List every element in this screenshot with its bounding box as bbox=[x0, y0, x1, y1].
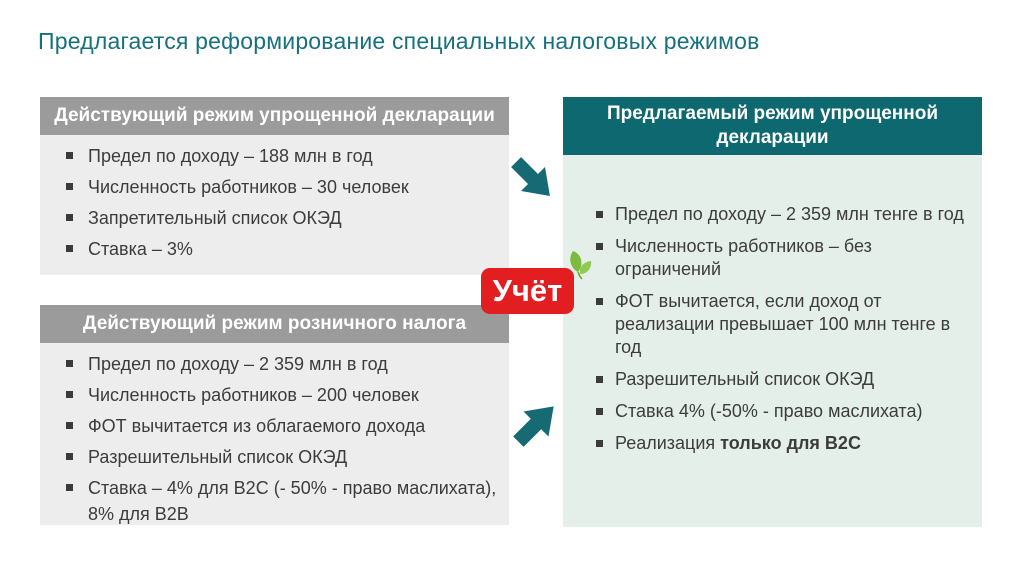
list-item: Численность работников – без ограничений bbox=[563, 235, 968, 281]
list-item-label: Предел по доходу – 188 млн в год bbox=[88, 146, 373, 166]
bullet-square-icon bbox=[66, 360, 73, 367]
list-item-label: Реализация bbox=[615, 433, 721, 453]
list-item-label: ФОТ вычитается, если доход от реализации… bbox=[615, 291, 951, 357]
list-item: Запретительный список ОКЭД bbox=[40, 205, 503, 231]
bullet-square-icon bbox=[596, 376, 603, 383]
bullet-square-icon bbox=[66, 484, 73, 491]
list-item: Ставка 4% (-50% - право маслихата) bbox=[563, 400, 968, 423]
leaf-icon bbox=[568, 250, 592, 287]
current-simplified-regime-list: Предел по доходу – 188 млн в год Численн… bbox=[40, 135, 509, 275]
current-retail-regime-header: Действующий режим розничного налога bbox=[40, 305, 509, 343]
proposed-simplified-regime-box: Предлагаемый режим упрощенной декларации… bbox=[563, 97, 982, 527]
list-item: Ставка – 3% bbox=[40, 236, 503, 262]
bullet-square-icon bbox=[66, 391, 73, 398]
list-item-label: Предел по доходу – 2 359 млн в год bbox=[88, 354, 388, 374]
list-item: Предел по доходу – 2 359 млн в год bbox=[40, 351, 503, 377]
bullet-square-icon bbox=[66, 245, 73, 252]
current-simplified-regime-header: Действующий режим упрощенной декларации bbox=[40, 97, 509, 135]
bullet-square-icon bbox=[596, 408, 603, 415]
list-item: Разрешительный список ОКЭД bbox=[563, 368, 968, 391]
current-retail-regime-box: Действующий режим розничного налога Пред… bbox=[40, 305, 509, 525]
bullet-square-icon bbox=[596, 243, 603, 250]
list-item-label: Разрешительный список ОКЭД bbox=[88, 447, 348, 467]
current-simplified-regime-box: Действующий режим упрощенной декларации … bbox=[40, 97, 509, 275]
bullet-square-icon bbox=[66, 214, 73, 221]
bullet-square-icon bbox=[596, 440, 603, 447]
bullet-square-icon bbox=[596, 298, 603, 305]
list-item-label: ФОТ вычитается из облагаемого дохода bbox=[88, 416, 426, 436]
bullet-square-icon bbox=[596, 211, 603, 218]
arrow-down-right-icon bbox=[504, 150, 562, 208]
list-item-label: Численность работников – 200 человек bbox=[88, 385, 419, 405]
list-item-label: Ставка – 3% bbox=[88, 239, 193, 259]
list-item-label: Ставка 4% (-50% - право маслихата) bbox=[615, 401, 923, 421]
page-title: Предлагается реформирование специальных … bbox=[38, 28, 760, 54]
list-item: Численность работников – 200 человек bbox=[40, 382, 503, 408]
list-item: Ставка – 4% для B2C (- 50% - право масли… bbox=[40, 475, 503, 525]
list-item: Реализация только для B2C bbox=[563, 432, 968, 455]
list-item-label: Разрешительный список ОКЭД bbox=[615, 369, 875, 389]
list-item-bold-label: только для B2C bbox=[720, 433, 861, 453]
proposed-simplified-regime-list: Предел по доходу – 2 359 млн тенге в год… bbox=[563, 155, 982, 527]
proposed-simplified-regime-header: Предлагаемый режим упрощенной декларации bbox=[563, 97, 982, 155]
list-item: Численность работников – 30 человек bbox=[40, 174, 503, 200]
uchet-logo: Учёт bbox=[481, 268, 574, 314]
list-item: Разрешительный список ОКЭД bbox=[40, 444, 503, 470]
list-item: ФОТ вычитается, если доход от реализации… bbox=[563, 290, 968, 359]
list-item-label: Запретительный список ОКЭД bbox=[88, 208, 342, 228]
list-item-label: Предел по доходу – 2 359 млн тенге в год bbox=[615, 204, 964, 224]
bullet-square-icon bbox=[66, 422, 73, 429]
current-retail-regime-list: Предел по доходу – 2 359 млн в год Числе… bbox=[40, 343, 509, 525]
uchet-logo-label: Учёт bbox=[492, 273, 563, 308]
list-item-label: Ставка – 4% для B2C (- 50% - право масли… bbox=[88, 478, 497, 524]
bullet-square-icon bbox=[66, 183, 73, 190]
list-item-label: Численность работников – 30 человек bbox=[88, 177, 409, 197]
list-item: Предел по доходу – 188 млн в год bbox=[40, 143, 503, 169]
arrow-up-right-icon bbox=[506, 394, 567, 455]
list-item: Предел по доходу – 2 359 млн тенге в год bbox=[563, 203, 968, 226]
list-item: ФОТ вычитается из облагаемого дохода bbox=[40, 413, 503, 439]
bullet-square-icon bbox=[66, 152, 73, 159]
bullet-square-icon bbox=[66, 453, 73, 460]
list-item-label: Численность работников – без ограничений bbox=[615, 236, 872, 279]
